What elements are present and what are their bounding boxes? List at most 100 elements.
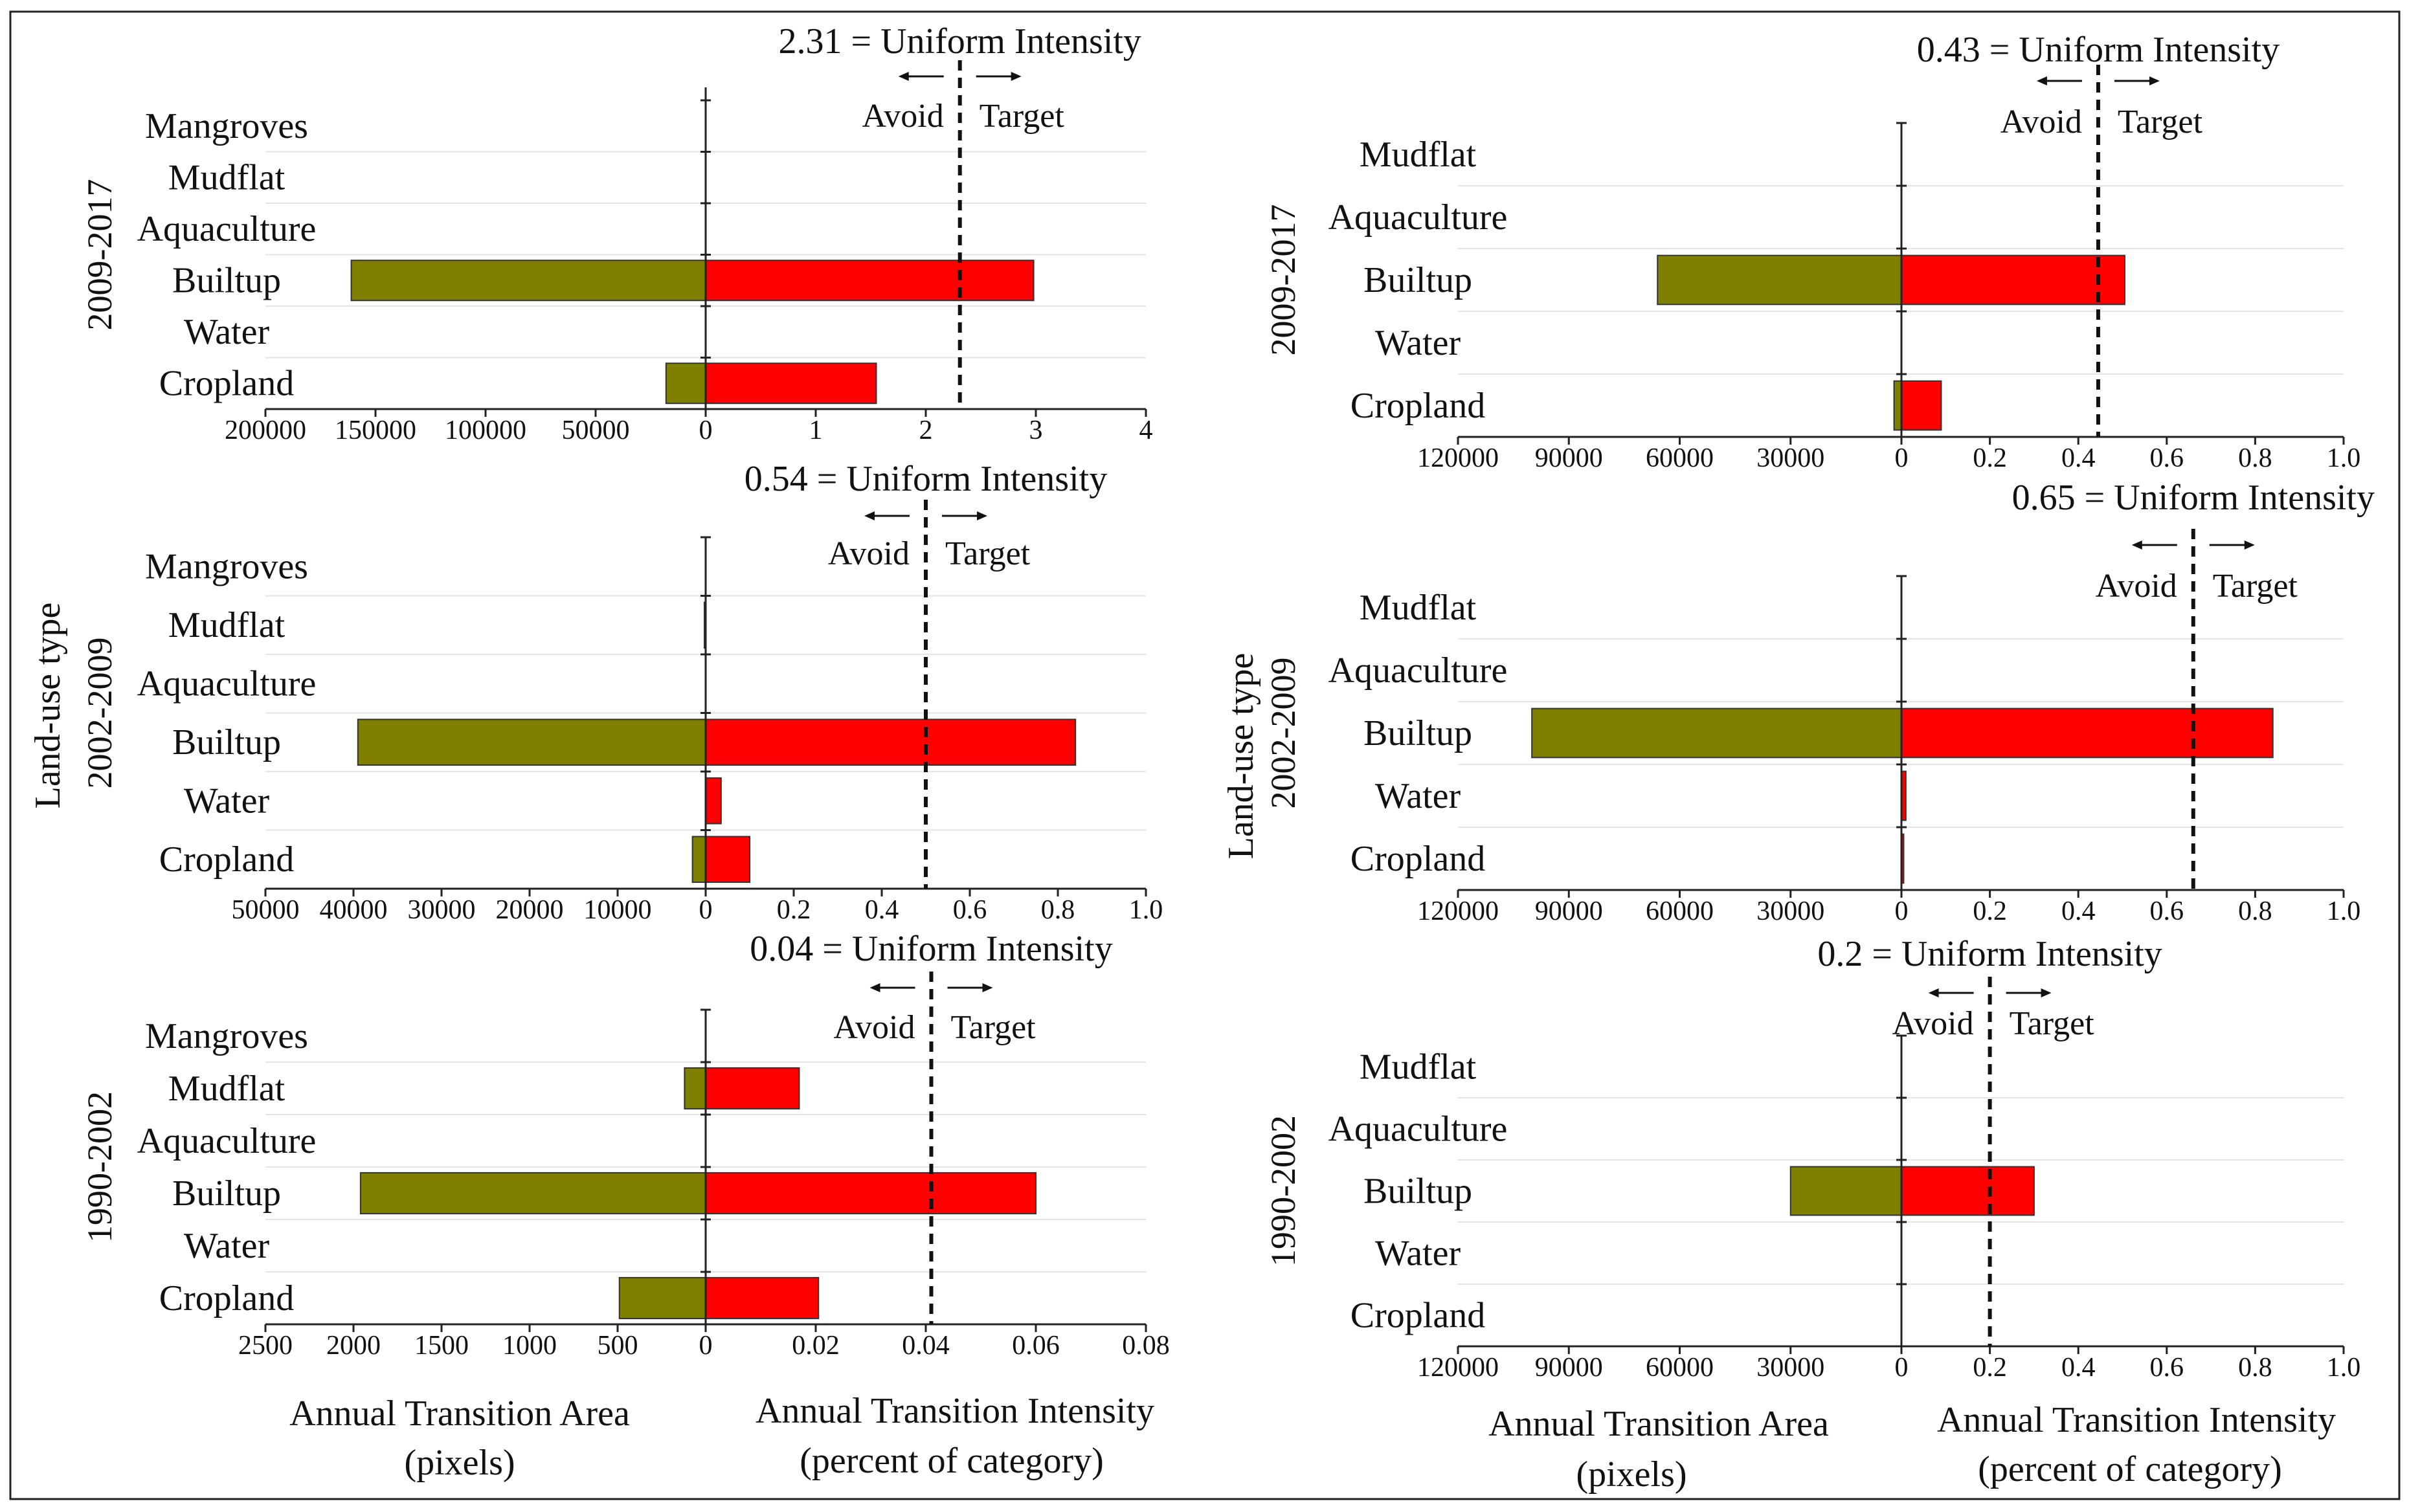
intensity-bar [1901,254,2125,306]
x-tick-label: 0 [1895,1353,1909,1383]
left-xlabel-area-line1: Annual Transition Area [289,1394,630,1434]
x-tick-label: 0.8 [2238,1353,2272,1383]
area-bar [691,836,706,884]
category-label: Cropland [1350,386,1485,426]
x-tick-label: 120000 [1417,1353,1499,1383]
category-label: Water [1375,1233,1461,1273]
category-label: Builtup [172,261,281,301]
uniform-intensity-label: 0.04 = Uniform Intensity [750,929,1112,969]
category-label: Cropland [1350,1295,1485,1335]
x-tick-label: 120000 [1417,443,1499,473]
x-tick-label: 1 [809,416,823,445]
x-tick-label: 1.0 [1129,895,1163,925]
x-tick-label: 60000 [1646,443,1714,473]
area-bar [684,1067,706,1110]
x-tick-label: 60000 [1646,1353,1714,1383]
panel-5: Mudflat Aquaculture Builtup Water Cropland 12… [1264,478,2375,926]
avoid-arrowhead [2131,540,2142,550]
x-tick-label: 0.6 [2150,1353,2184,1383]
category-label: Mudflat [1360,135,1477,175]
category-label: Water [1375,323,1461,363]
category-label: Mangroves [145,547,308,587]
area-bar [1893,380,1902,431]
x-tick-label: 0.4 [2061,1353,2096,1383]
target-arrowhead [982,983,993,992]
category-label: Builtup [1363,713,1472,753]
x-tick-label: 0.4 [2061,443,2096,473]
category-label: Mangroves [145,1016,308,1056]
category-label: Cropland [159,1278,294,1318]
category-label: Mangroves [145,106,308,146]
category-label: Cropland [159,839,294,880]
avoid-arrowhead [2036,76,2047,85]
intensity-bar [1901,1166,2035,1216]
x-tick-label: 1.0 [2327,896,2361,926]
x-tick-label: 1000 [502,1331,557,1361]
category-label: Cropland [159,364,294,404]
x-tick-label: 0 [699,416,713,445]
area-bar [1789,1166,1902,1216]
left-xlabel-intensity-line1: Annual Transition Intensity [756,1391,1154,1431]
left-xlabel-area-line2: (pixels) [404,1443,515,1483]
target-label: Target [2010,1005,2095,1042]
x-tick-label: 10000 [584,895,652,925]
x-tick-label: 0.08 [1122,1331,1170,1361]
x-tick-label: 0.6 [2150,443,2184,473]
x-tick-label: 3 [1029,416,1043,445]
category-label: Builtup [172,1173,281,1214]
category-label: Water [1375,776,1461,816]
category-label: Aquaculture [1328,197,1508,238]
x-tick-label: 0.2 [1973,1353,2007,1383]
area-bar [359,1172,706,1215]
target-arrowhead [1011,72,1022,81]
area-bar [618,1276,706,1320]
target-label: Target [2118,104,2203,140]
x-tick-label: 100000 [445,416,526,445]
right-xlabel-area-line1: Annual Transition Area [1488,1404,1829,1444]
x-tick-label: 50000 [232,895,300,925]
x-tick-label: 0.02 [792,1331,840,1361]
x-tick-label: 0 [1895,443,1909,473]
period-label: 2002-2009 [1264,658,1303,809]
right-ylabel: Land-use type [1221,653,1261,860]
avoid-label: Avoid [2096,568,2177,605]
x-tick-label: 200000 [225,416,306,445]
x-tick-label: 0.4 [2061,896,2096,926]
category-label: Cropland [1350,839,1485,879]
target-arrowhead [2041,988,2052,997]
category-label: Aquaculture [137,1121,317,1161]
x-tick-label: 0 [699,895,713,925]
x-tick-label: 0 [699,1331,713,1361]
x-tick-label: 30000 [1756,443,1824,473]
right-xlabel-intensity-line1: Annual Transition Intensity [1937,1400,2336,1440]
x-tick-label: 50000 [562,416,630,445]
panel-6: Mudflat Aquaculture Builtup Water Cropland 12… [1264,934,2360,1383]
uniform-intensity-label: 2.31 = Uniform Intensity [778,21,1141,61]
category-label: Mudflat [168,1069,286,1109]
x-tick-label: 4 [1139,416,1153,445]
intensity-bar [1901,707,2274,759]
panel-1: Mangroves Mudflat Aquaculture Builtup Water C… [80,21,1153,445]
uniform-intensity-label: 0.43 = Uniform Intensity [1917,30,2280,70]
x-tick-label: 1500 [414,1331,469,1361]
category-label: Builtup [172,722,281,762]
x-tick-label: 30000 [408,895,476,925]
intensity-bar [705,1067,800,1110]
target-arrowhead [977,511,987,520]
area-bar [357,718,706,766]
category-label: Aquaculture [137,209,317,249]
intensity-bar [705,1276,820,1320]
category-label: Aquaculture [137,664,317,704]
target-arrowhead [2244,540,2255,550]
target-arrowhead [2149,76,2160,85]
avoid-label: Avoid [828,535,910,572]
x-tick-label: 90000 [1535,1353,1603,1383]
panel-4: Mudflat Aquaculture Builtup Water Cropland 12… [1264,30,2360,473]
period-label: 1990-2002 [1264,1115,1303,1267]
category-label: Mudflat [1360,588,1477,628]
x-tick-label: 0.2 [777,895,811,925]
area-bar [1531,707,1903,759]
category-label: Aquaculture [1328,650,1508,691]
uniform-intensity-label: 0.54 = Uniform Intensity [745,459,1107,499]
